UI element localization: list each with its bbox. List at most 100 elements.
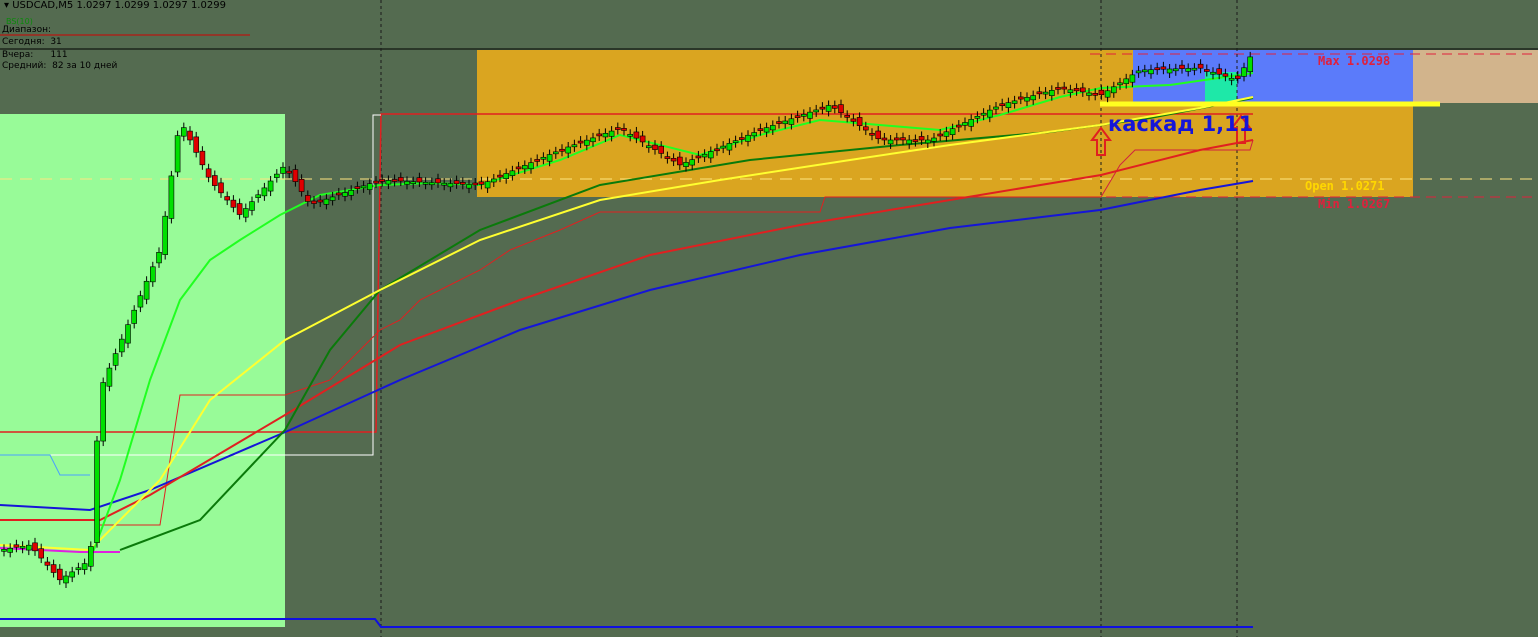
candle [583, 139, 590, 146]
candle [924, 139, 931, 144]
candle [7, 547, 13, 553]
candle [1247, 56, 1253, 72]
candle [1005, 102, 1012, 108]
candle [918, 136, 925, 141]
candle [1055, 87, 1061, 90]
candle [428, 182, 435, 186]
candle [1179, 64, 1185, 69]
candle [472, 182, 479, 186]
candle [150, 266, 156, 283]
candle [968, 119, 975, 127]
candle [162, 215, 168, 255]
candle [1148, 69, 1154, 75]
candle [1135, 70, 1142, 74]
candle [887, 139, 894, 145]
candle [453, 180, 460, 185]
candle [1017, 96, 1024, 100]
candle [329, 196, 336, 201]
candle [515, 166, 522, 170]
candle [949, 128, 956, 135]
candle [534, 159, 541, 162]
min-label: Min 1.0267 [1318, 197, 1391, 211]
candle [1111, 86, 1117, 94]
candle [627, 133, 634, 137]
candle [1123, 78, 1129, 84]
candles [1, 51, 1253, 588]
symbol-quote: USDCAD,M5 1.0297 1.0299 1.0297 1.0299 [12, 0, 226, 11]
candle [943, 131, 950, 137]
candle [819, 106, 826, 110]
candle [844, 115, 851, 118]
candle [763, 127, 770, 133]
candle [422, 181, 429, 185]
candle [1204, 69, 1210, 72]
candle [993, 106, 999, 110]
candle [181, 127, 187, 137]
candle [94, 440, 100, 543]
candle [1030, 95, 1036, 101]
candle [19, 545, 26, 549]
candle [354, 186, 361, 189]
candle [980, 112, 987, 116]
candle [125, 324, 131, 344]
candle [1160, 66, 1167, 70]
candle [645, 145, 652, 149]
candle [88, 546, 94, 567]
candle [1222, 73, 1229, 77]
candle [782, 120, 789, 125]
candle [131, 309, 137, 324]
candle [1142, 69, 1148, 73]
candle [664, 156, 671, 159]
candle [447, 183, 454, 188]
candle [187, 130, 193, 141]
candle [503, 173, 510, 180]
candle [360, 185, 367, 189]
candle [249, 201, 255, 211]
ma-yellow [0, 96, 1254, 552]
candle [199, 150, 206, 166]
candle [56, 568, 63, 581]
candle [559, 148, 565, 152]
candle [757, 128, 764, 131]
candle [875, 130, 882, 140]
trailing-stop-line-2 [1100, 139, 1254, 198]
candle [850, 118, 857, 122]
candle [459, 182, 466, 185]
candle [44, 561, 51, 566]
candle [1241, 67, 1247, 77]
candle [831, 105, 838, 109]
candle [205, 168, 212, 178]
candle [813, 109, 820, 113]
candle [701, 153, 708, 158]
candle [286, 170, 293, 174]
candle [1080, 87, 1086, 93]
candle [174, 135, 181, 173]
candle [224, 196, 230, 201]
candle [212, 175, 218, 186]
candle [633, 131, 640, 139]
candle [1067, 89, 1074, 94]
candle [441, 182, 448, 186]
projection-box [1413, 50, 1538, 103]
range-today: Сегодня: 31 [2, 37, 62, 47]
candle [348, 189, 355, 196]
candle [670, 158, 677, 162]
candle [280, 166, 286, 174]
candle [1235, 75, 1241, 79]
candle [794, 115, 801, 118]
candle [769, 125, 776, 131]
candle [435, 178, 441, 184]
candle [1098, 89, 1105, 96]
session-separators [380, 0, 1238, 637]
range-yesterday: Вчера: 111 [2, 50, 68, 60]
candle [366, 183, 373, 190]
candle [825, 105, 832, 112]
max-label: Max 1.0298 [1318, 54, 1391, 68]
candle [565, 146, 572, 154]
candle [614, 127, 621, 130]
candle [304, 195, 311, 202]
candle [416, 177, 423, 183]
candle [311, 200, 317, 204]
kaskad-annotation: каскад 1,11 [1108, 112, 1254, 136]
